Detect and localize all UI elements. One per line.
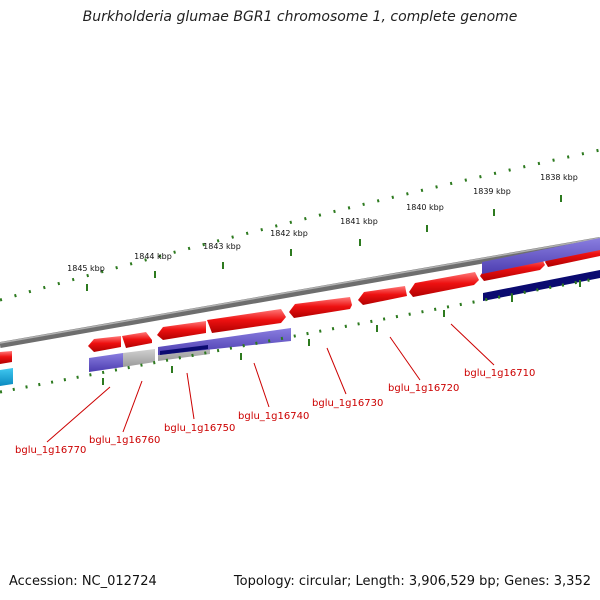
scale-ticks bbox=[86, 195, 562, 291]
feature-block-navy[interactable] bbox=[160, 345, 208, 355]
inner-scale-ring bbox=[0, 276, 600, 394]
cds-arrow[interactable] bbox=[289, 297, 352, 318]
cds-arrow[interactable] bbox=[207, 309, 286, 333]
gene-label[interactable]: bglu_1g16770 bbox=[15, 445, 86, 456]
gene-leader-lines bbox=[46, 323, 495, 443]
gene-label[interactable]: bglu_1g16730 bbox=[312, 398, 383, 409]
feature-block-purple[interactable] bbox=[482, 238, 600, 274]
scale-label: 1838 kbp bbox=[540, 173, 578, 182]
scale-label: 1844 kbp bbox=[134, 252, 172, 261]
genome-backbone-highlight bbox=[0, 237, 600, 344]
genome-title: Burkholderia glumae BGR1 chromosome 1, c… bbox=[82, 9, 518, 25]
cds-arrow[interactable] bbox=[88, 336, 121, 352]
feature-block-grey[interactable] bbox=[123, 349, 155, 367]
cds-arrow[interactable] bbox=[409, 272, 479, 297]
cds-arrow[interactable] bbox=[0, 351, 12, 364]
gene-label[interactable]: bglu_1g16760 bbox=[89, 435, 160, 446]
cds-arrow[interactable] bbox=[157, 321, 206, 340]
gene-label[interactable]: bglu_1g16740 bbox=[238, 411, 309, 422]
feature-block-purple[interactable] bbox=[89, 353, 123, 372]
gene-label[interactable]: bglu_1g16750 bbox=[164, 423, 235, 434]
feature-track bbox=[0, 238, 600, 386]
gene-label[interactable]: bglu_1g16710 bbox=[464, 368, 535, 379]
scale-labels: 1838 kbp 1839 kbp 1840 kbp 1841 kbp 1842 kbp… bbox=[67, 173, 578, 273]
scale-label: 1845 kbp bbox=[67, 264, 105, 273]
scale-label: 1842 kbp bbox=[270, 229, 308, 238]
scale-label: 1840 kbp bbox=[406, 203, 444, 212]
cds-arrow[interactable] bbox=[122, 332, 152, 348]
cds-arrow[interactable] bbox=[358, 286, 407, 305]
scale-label: 1841 kbp bbox=[340, 217, 378, 226]
scale-label: 1843 kbp bbox=[203, 242, 241, 251]
feature-block-cyan[interactable] bbox=[0, 368, 13, 386]
gene-labels: bglu_1g16710 bglu_1g16720 bglu_1g16730 b… bbox=[15, 368, 535, 456]
genome-backbone bbox=[0, 237, 600, 348]
scale-label: 1839 kbp bbox=[473, 187, 511, 196]
accession-text: Accession: NC_012724 bbox=[9, 574, 157, 589]
summary-text: Topology: circular; Length: 3,906,529 bp… bbox=[233, 574, 591, 589]
outer-scale-ring bbox=[0, 148, 600, 302]
gene-label[interactable]: bglu_1g16720 bbox=[388, 383, 459, 394]
